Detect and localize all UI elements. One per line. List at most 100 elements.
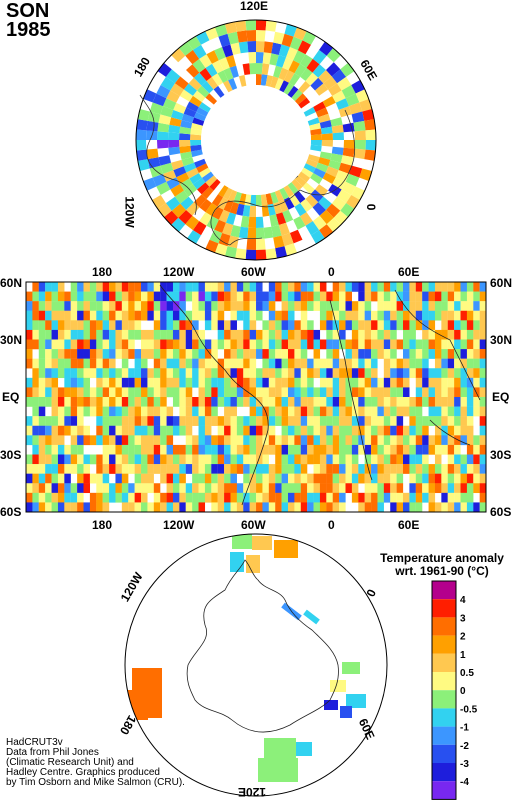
north-anomaly-cell <box>192 117 205 126</box>
north-anomaly-cell <box>185 215 200 231</box>
anomaly-cell <box>287 282 295 292</box>
anomaly-cell <box>224 502 231 512</box>
anomaly-cell <box>300 282 308 292</box>
anomaly-cell <box>217 397 225 407</box>
anomaly-cell <box>319 473 327 484</box>
anomaly-cell <box>281 492 289 503</box>
anomaly-cell <box>179 502 186 512</box>
anomaly-cell <box>422 310 429 321</box>
north-anomaly-cell <box>309 122 321 131</box>
anomaly-cell <box>281 368 289 379</box>
anomaly-cell <box>281 435 289 446</box>
north-anomaly-cell <box>300 212 313 226</box>
anomaly-cell <box>236 368 244 379</box>
anomaly-cell <box>390 329 397 340</box>
anomaly-cell <box>473 320 480 331</box>
anomaly-cell <box>371 406 378 417</box>
anomaly-cell <box>243 464 250 474</box>
anomaly-cell <box>198 339 206 350</box>
anomaly-cell <box>345 387 352 398</box>
anomaly-cell <box>141 483 148 494</box>
anomaly-cell <box>77 454 84 465</box>
north-anomaly-cell <box>282 209 294 223</box>
anomaly-cell <box>479 358 486 369</box>
anomaly-cell <box>403 358 410 369</box>
anomaly-cell <box>83 320 91 331</box>
anomaly-cell <box>479 339 486 350</box>
anomaly-cell <box>172 387 180 398</box>
north-anomaly-cell <box>156 181 171 195</box>
north-anomaly-cell <box>214 219 226 233</box>
anomaly-cell <box>428 435 436 446</box>
north-anomaly-cell <box>312 49 327 65</box>
anomaly-cell <box>121 377 129 388</box>
anomaly-cell <box>147 310 154 321</box>
anomaly-cell <box>454 301 461 311</box>
anomaly-cell <box>141 310 148 321</box>
anomaly-cell <box>153 483 161 494</box>
anomaly-cell <box>466 329 474 340</box>
anomaly-cell <box>141 377 148 388</box>
anomaly-cell <box>121 492 129 503</box>
anomaly-cell <box>403 492 410 503</box>
north-anomaly-cell <box>273 202 283 215</box>
anomaly-cell <box>339 377 346 388</box>
anomaly-cell <box>211 387 218 398</box>
anomaly-cell <box>230 425 237 436</box>
anomaly-cell <box>434 464 442 474</box>
anomaly-cell <box>102 397 110 407</box>
anomaly-cell <box>473 397 480 407</box>
anomaly-cell <box>447 416 455 426</box>
anomaly-cell <box>217 320 225 331</box>
anomaly-cell <box>185 406 193 417</box>
anomaly-cell <box>185 387 193 398</box>
anomaly-cell <box>358 282 365 292</box>
north-anomaly-cell <box>286 47 298 61</box>
anomaly-cell <box>185 310 193 321</box>
anomaly-cell <box>128 397 135 407</box>
anomaly-cell <box>403 387 410 398</box>
anomaly-cell <box>166 349 174 359</box>
anomaly-cell <box>415 473 423 484</box>
anomaly-cell <box>160 291 167 302</box>
anomaly-cell <box>96 358 103 369</box>
anomaly-cell <box>70 349 78 359</box>
anomaly-cell <box>383 397 391 407</box>
anomaly-cell <box>230 473 237 484</box>
anomaly-cell <box>243 358 250 369</box>
anomaly-cell <box>345 320 352 331</box>
legend-tick-label: -0.5 <box>460 704 478 715</box>
north-anomaly-cell <box>183 162 197 173</box>
lat-label-right: 30N <box>490 333 512 347</box>
anomaly-cell <box>96 291 103 302</box>
north-anomaly-cell <box>310 77 324 91</box>
anomaly-cell <box>351 387 359 398</box>
anomaly-cell <box>281 301 289 311</box>
anomaly-cell <box>319 483 327 494</box>
anomaly-cell <box>147 406 154 417</box>
anomaly-cell <box>166 329 174 340</box>
north-anomaly-cell <box>337 76 352 91</box>
anomaly-cell <box>198 349 206 359</box>
anomaly-cell <box>447 473 455 484</box>
anomaly-cell <box>345 282 352 292</box>
anomaly-cell <box>339 473 346 484</box>
anomaly-cell <box>441 329 448 340</box>
anomaly-cell <box>377 406 384 417</box>
anomaly-cell <box>166 368 174 379</box>
north-anomaly-cell <box>136 159 150 172</box>
anomaly-cell <box>115 329 122 340</box>
anomaly-cell <box>403 454 410 465</box>
anomaly-cell <box>441 349 448 359</box>
anomaly-cell <box>345 358 352 369</box>
anomaly-cell <box>211 416 218 426</box>
anomaly-cell <box>422 368 429 379</box>
anomaly-cell <box>230 397 237 407</box>
anomaly-cell <box>339 397 346 407</box>
anomaly-cell <box>96 435 103 446</box>
anomaly-cell <box>172 425 180 436</box>
legend-tick-label: -1 <box>460 723 469 734</box>
anomaly-cell <box>102 444 110 455</box>
anomaly-cell <box>434 406 442 417</box>
anomaly-cell <box>319 435 327 446</box>
